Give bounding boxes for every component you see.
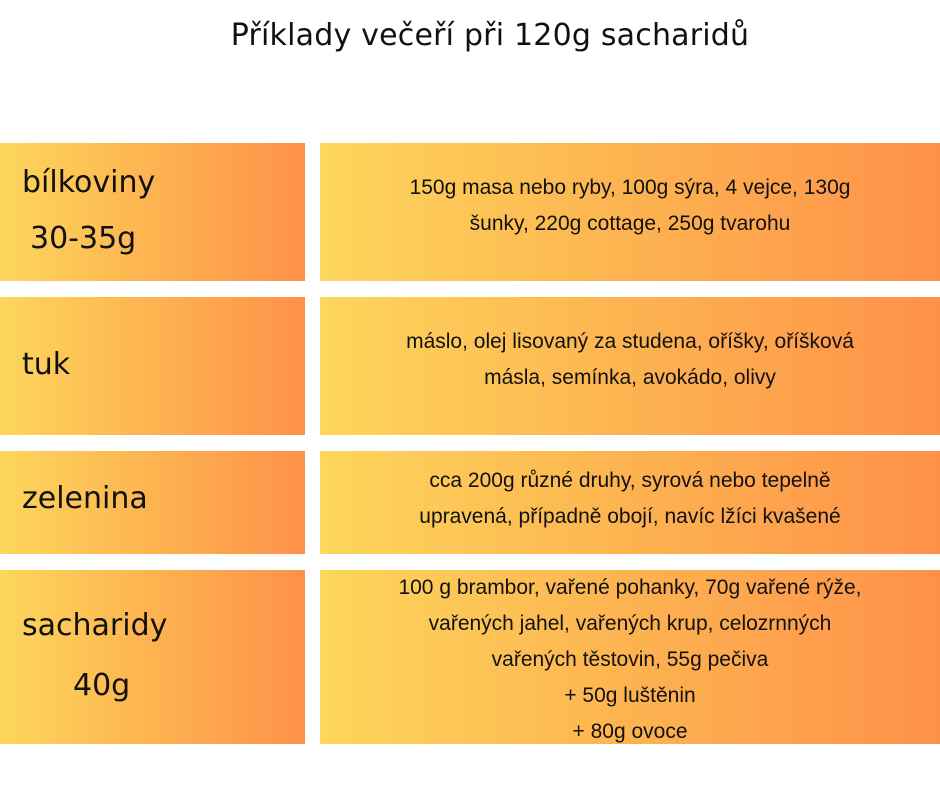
description-line: + 50g luštěnin: [564, 684, 696, 707]
category-amount: 40g: [73, 668, 131, 703]
row-protein: bílkoviny 30-35g 150g masa nebo ryby, 10…: [0, 143, 940, 281]
category-label: zelenina: [22, 481, 148, 516]
description-cell: 100 g brambor, vařené pohanky, 70g vařen…: [320, 570, 940, 744]
description-line: upravená, případně obojí, navíc lžíci kv…: [419, 504, 841, 528]
description-line: 150g masa nebo ryby, 100g sýra, 4 vejce,…: [409, 176, 851, 199]
description-cell: cca 200g různé druhy, syrová nebo tepeln…: [320, 451, 940, 554]
description-line: šunky, 220g cottage, 250g tvarohu: [469, 212, 791, 235]
description-line: + 80g ovoce: [572, 720, 688, 743]
row-vegetables: zelenina cca 200g různé druhy, syrová ne…: [0, 451, 940, 554]
description-line: máslo, olej lisovaný za studena, oříšky,…: [406, 330, 854, 353]
description-cell: 150g masa nebo ryby, 100g sýra, 4 vejce,…: [320, 143, 940, 281]
description-line: vařených těstovin, 55g pečiva: [491, 648, 769, 671]
description-line: másla, semínka, avokádo, olivy: [484, 366, 776, 389]
category-cell: bílkoviny 30-35g: [0, 143, 305, 281]
category-cell: zelenina: [0, 451, 305, 554]
row-fat: tuk máslo, olej lisovaný za studena, oří…: [0, 297, 940, 435]
category-label: sacharidy: [22, 608, 168, 643]
category-cell: sacharidy 40g: [0, 570, 305, 744]
row-carbs: sacharidy 40g 100 g brambor, vařené poha…: [0, 570, 940, 744]
description-line: vařených jahel, vařených krup, celozrnný…: [428, 612, 832, 635]
description-line: cca 200g různé druhy, syrová nebo tepeln…: [429, 468, 831, 492]
description-cell: máslo, olej lisovaný za studena, oříšky,…: [320, 297, 940, 435]
category-amount: 30-35g: [30, 221, 137, 256]
category-cell: tuk: [0, 297, 305, 435]
category-label: bílkoviny: [22, 165, 156, 200]
description-line: 100 g brambor, vařené pohanky, 70g vařen…: [398, 576, 862, 599]
page-title: Příklady večeří při 120g sacharidů: [230, 18, 750, 53]
category-label: tuk: [22, 347, 71, 382]
